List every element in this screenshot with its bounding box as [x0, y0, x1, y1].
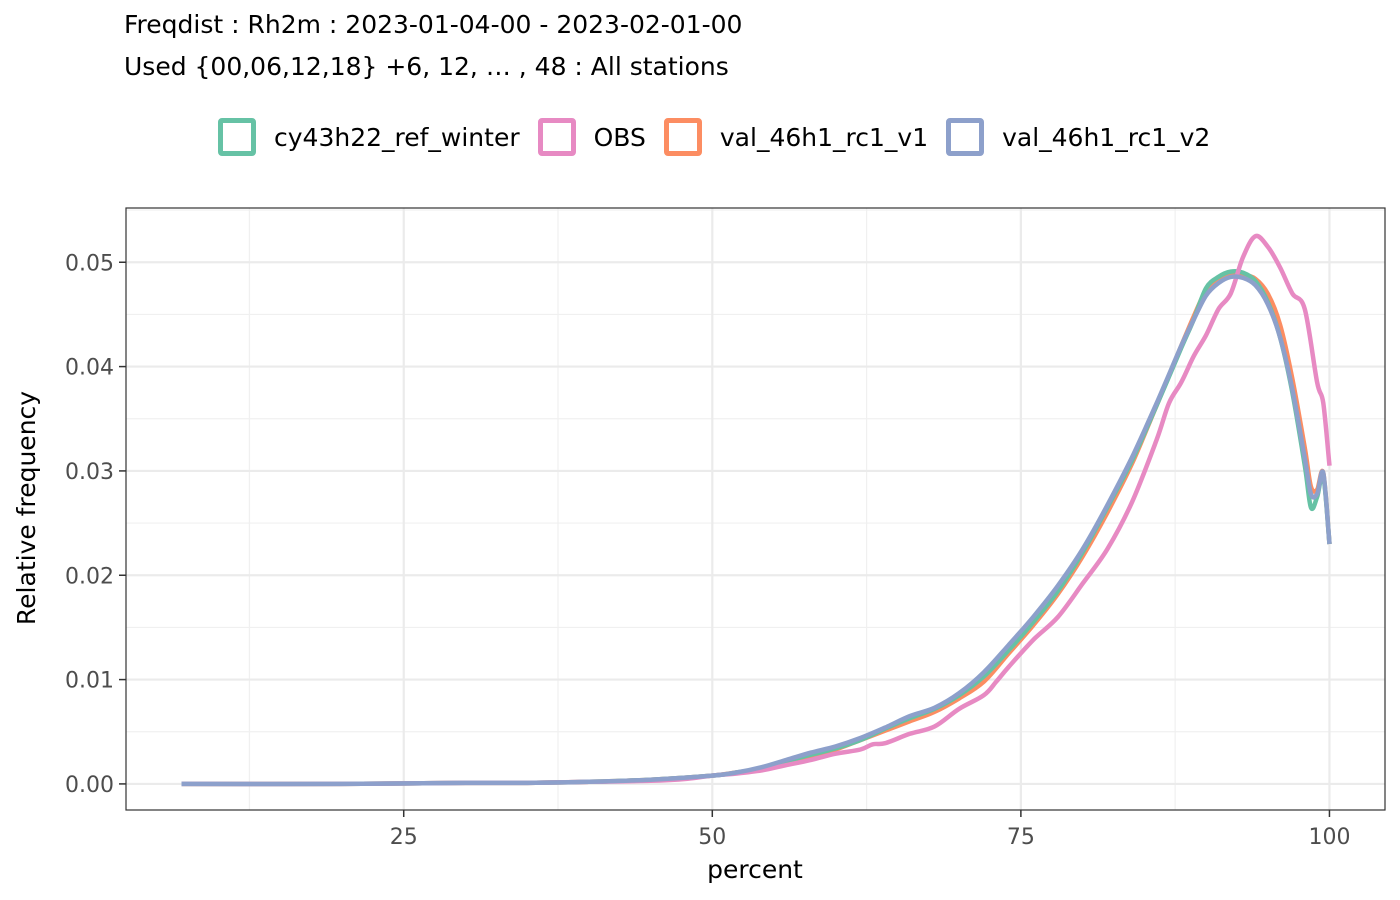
legend-item-obs[interactable]: OBS: [537, 118, 646, 156]
legend-key: [218, 118, 256, 156]
y-axis-title: Relative frequency: [12, 391, 41, 625]
minor-gridlines: [126, 208, 1385, 810]
legend-key: [663, 118, 702, 156]
y-tick-label: 0.04: [65, 356, 114, 381]
y-tick-label: 0.01: [65, 669, 114, 694]
series-line-val-46h1-rc1-v1: [181, 272, 1332, 787]
legend-label: val_46h1_rc1_v1: [719, 122, 929, 152]
series-line-val-46h1-rc1-v2: [181, 274, 1332, 787]
x-tick-label: 100: [1308, 825, 1350, 850]
y-tick-label: 0.05: [65, 251, 114, 276]
plot-panel-border: [125, 207, 1386, 811]
major-gridlines: [126, 208, 1385, 810]
x-axis-tick-labels: 25 50 75 100: [390, 825, 1351, 850]
legend-label: OBS: [593, 122, 646, 152]
y-axis-tick-labels: 0.00 0.01 0.02 0.03 0.04 0.05: [65, 251, 114, 798]
y-tick-label: 0.02: [65, 564, 114, 589]
x-tick-label: 50: [698, 825, 726, 850]
legend-item-val-46h1-rc1-v1[interactable]: val_46h1_rc1_v1: [663, 118, 929, 156]
legend-item-val-46h1-rc1-v2[interactable]: val_46h1_rc1_v2: [946, 118, 1210, 156]
legend: cy43h22_ref_winter OBS val_46h1_rc1_v1 v…: [218, 116, 1228, 158]
x-tick-label: 75: [1007, 825, 1035, 850]
y-tick-label: 0.03: [65, 460, 114, 485]
legend-item-cy43h22-ref-winter[interactable]: cy43h22_ref_winter: [218, 118, 520, 156]
axis-ticks: [119, 261, 1331, 817]
legend-key: [946, 118, 985, 156]
legend-key: [537, 118, 576, 156]
series-line-obs: [181, 233, 1332, 787]
legend-label: cy43h22_ref_winter: [274, 122, 520, 152]
x-axis-title: percent: [707, 855, 803, 884]
series-lines: [181, 233, 1332, 787]
y-tick-label: 0.00: [65, 773, 114, 798]
series-line-cy43h22-ref-winter: [181, 268, 1332, 787]
chart-title: Freqdist : Rh2m : 2023-01-04-00 - 2023-0…: [124, 10, 743, 39]
legend-label: val_46h1_rc1_v2: [1002, 122, 1211, 152]
x-tick-label: 25: [390, 825, 418, 850]
chart-subtitle: Used {00,06,12,18} +6, 12, … , 48 : All …: [124, 52, 729, 81]
